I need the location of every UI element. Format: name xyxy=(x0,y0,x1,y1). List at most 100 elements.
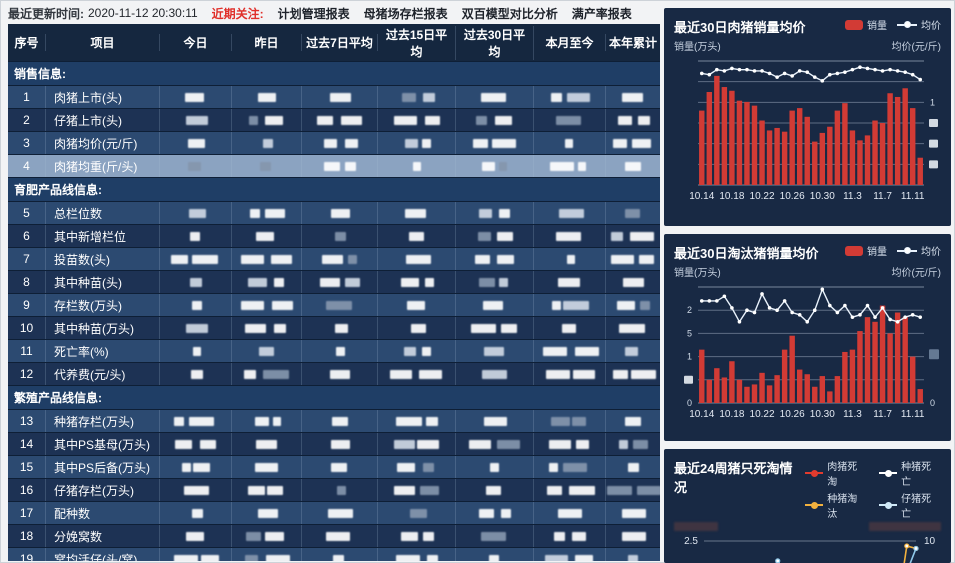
col-header-15d-avg: 过去15日平均 xyxy=(378,25,456,60)
chart-title: 最近30日肉猪销量均价 xyxy=(674,20,806,35)
value-cell-redacted xyxy=(534,132,606,154)
legend-item-sales[interactable]: 销量 xyxy=(845,243,887,258)
value-cell-redacted xyxy=(302,433,378,455)
value-cell-redacted xyxy=(160,479,232,501)
nav-link-model-compare[interactable]: 双百模型对比分析 xyxy=(461,6,558,21)
value-cell-redacted xyxy=(456,294,534,316)
value-cell-redacted xyxy=(534,363,606,385)
legend-item-breeder-death[interactable]: 种猪死亡 xyxy=(879,458,941,488)
y-axis-right-label-redacted xyxy=(869,522,941,531)
value-cell-redacted xyxy=(302,294,378,316)
chart-title: 最近30日淘汰猪销量均价 xyxy=(674,246,819,261)
value-cell-redacted xyxy=(232,271,302,293)
svg-text:10.22: 10.22 xyxy=(750,191,775,202)
legend-item-price[interactable]: 均价 xyxy=(897,17,941,32)
value-cell-redacted xyxy=(378,525,456,547)
table-row[interactable]: 1 肉猪上市(头) xyxy=(8,85,660,108)
value-cell-redacted xyxy=(606,502,660,524)
legend-item-price[interactable]: 均价 xyxy=(897,243,941,258)
value-cell-redacted xyxy=(456,86,534,108)
col-header-yesterday: 昨日 xyxy=(232,34,302,51)
value-cell-redacted xyxy=(456,410,534,432)
svg-text:10.26: 10.26 xyxy=(780,191,805,202)
table-row[interactable]: 6 其中新增栏位 xyxy=(8,224,660,247)
chart-legend: 销量 均价 xyxy=(835,17,941,32)
nav-link-plan-report[interactable]: 计划管理报表 xyxy=(277,6,350,21)
row-index: 7 xyxy=(8,248,46,270)
value-cell-redacted xyxy=(534,225,606,247)
row-index: 12 xyxy=(8,363,46,385)
table-row[interactable]: 17 配种数 xyxy=(8,501,660,524)
value-cell-redacted xyxy=(606,202,660,224)
table-row[interactable]: 16 仔猪存栏(万头) xyxy=(8,478,660,501)
svg-text:11.3: 11.3 xyxy=(843,409,862,420)
value-cell-redacted xyxy=(606,109,660,131)
legend-item-hog-death[interactable]: 肉猪死淘 xyxy=(805,458,867,488)
nav-link-sow-farm-report[interactable]: 母猪场存栏报表 xyxy=(363,6,448,21)
table-row[interactable]: 3 肉猪均价(元/斤) xyxy=(8,131,660,154)
legend-item-breeder-cull[interactable]: 种猪淘汰 xyxy=(805,490,867,520)
value-cell-redacted xyxy=(232,433,302,455)
legend-item-sales[interactable]: 销量 xyxy=(845,17,887,32)
value-cell-redacted xyxy=(302,225,378,247)
row-index: 18 xyxy=(8,525,46,547)
axis-labels-redacted xyxy=(664,520,951,531)
col-header-item: 项目 xyxy=(46,34,160,51)
row-item-label: 种猪存栏(万头) xyxy=(46,410,160,432)
table-row[interactable]: 2 仔猪上市(头) xyxy=(8,108,660,131)
value-cell-redacted xyxy=(378,155,456,177)
table-row[interactable]: 13 种猪存栏(万头) xyxy=(8,409,660,432)
value-cell-redacted xyxy=(302,248,378,270)
value-cell-redacted xyxy=(160,86,232,108)
line-series-swatch xyxy=(897,247,917,254)
legend-label: 均价 xyxy=(921,247,941,258)
row-index: 2 xyxy=(8,109,46,131)
table-row[interactable]: 15 其中PS后备(万头) xyxy=(8,455,660,478)
chart-title: 最近24周猪只死淘情况 xyxy=(674,461,793,495)
y-axis-right-label: 均价(元/斤) xyxy=(891,268,941,279)
nav-link-full-capacity-report[interactable]: 满产率报表 xyxy=(571,6,632,21)
series-swatch xyxy=(805,501,824,509)
row-item-label: 仔猪存栏(万头) xyxy=(46,479,160,501)
y-axis-right-label: 均价(元/斤) xyxy=(891,42,941,53)
row-item-label: 其中PS后备(万头) xyxy=(46,456,160,478)
value-cell-redacted xyxy=(232,363,302,385)
value-cell-redacted xyxy=(534,155,606,177)
table-row[interactable]: 10 其中种苗(万头) xyxy=(8,316,660,339)
table-row[interactable]: 7 投苗数(头) xyxy=(8,247,660,270)
value-cell-redacted xyxy=(378,317,456,339)
row-item-label: 肉猪上市(头) xyxy=(46,86,160,108)
table-row[interactable]: 18 分娩窝数 xyxy=(8,524,660,547)
svg-text:10.14: 10.14 xyxy=(689,191,714,202)
value-cell-redacted xyxy=(232,132,302,154)
svg-text:0: 0 xyxy=(930,398,935,408)
value-cell-redacted xyxy=(456,155,534,177)
section-row: 繁殖产品线信息: xyxy=(8,385,660,409)
table-row[interactable]: 11 死亡率(%) xyxy=(8,339,660,362)
table-row[interactable]: 5 总栏位数 xyxy=(8,201,660,224)
table-row[interactable]: 4 肉猪均重(斤/头) xyxy=(8,154,660,177)
table-row[interactable]: 12 代养费(元/头) xyxy=(8,362,660,385)
value-cell-redacted xyxy=(456,456,534,478)
legend-item-piglet-death[interactable]: 仔猪死亡 xyxy=(879,490,941,520)
table-row[interactable]: 9 存栏数(万头) xyxy=(8,293,660,316)
row-index: 5 xyxy=(8,202,46,224)
value-cell-redacted xyxy=(302,155,378,177)
row-item-label: 配种数 xyxy=(46,502,160,524)
legend-label: 肉猪死淘 xyxy=(827,462,858,488)
value-cell-redacted xyxy=(160,109,232,131)
row-index: 3 xyxy=(8,132,46,154)
value-cell-redacted xyxy=(302,317,378,339)
value-cell-redacted xyxy=(606,456,660,478)
chart-legend: 销量 均价 xyxy=(835,243,941,258)
row-index: 11 xyxy=(8,340,46,362)
value-cell-redacted xyxy=(378,271,456,293)
table-row[interactable]: 8 其中种苗(头) xyxy=(8,270,660,293)
value-cell-redacted xyxy=(302,548,378,561)
table-row[interactable]: 14 其中PS基母(万头) xyxy=(8,432,660,455)
value-cell-redacted xyxy=(606,433,660,455)
value-cell-redacted xyxy=(232,525,302,547)
table-row[interactable]: 19 窝均活仔(头/窝) xyxy=(8,547,660,561)
value-cell-redacted xyxy=(456,502,534,524)
